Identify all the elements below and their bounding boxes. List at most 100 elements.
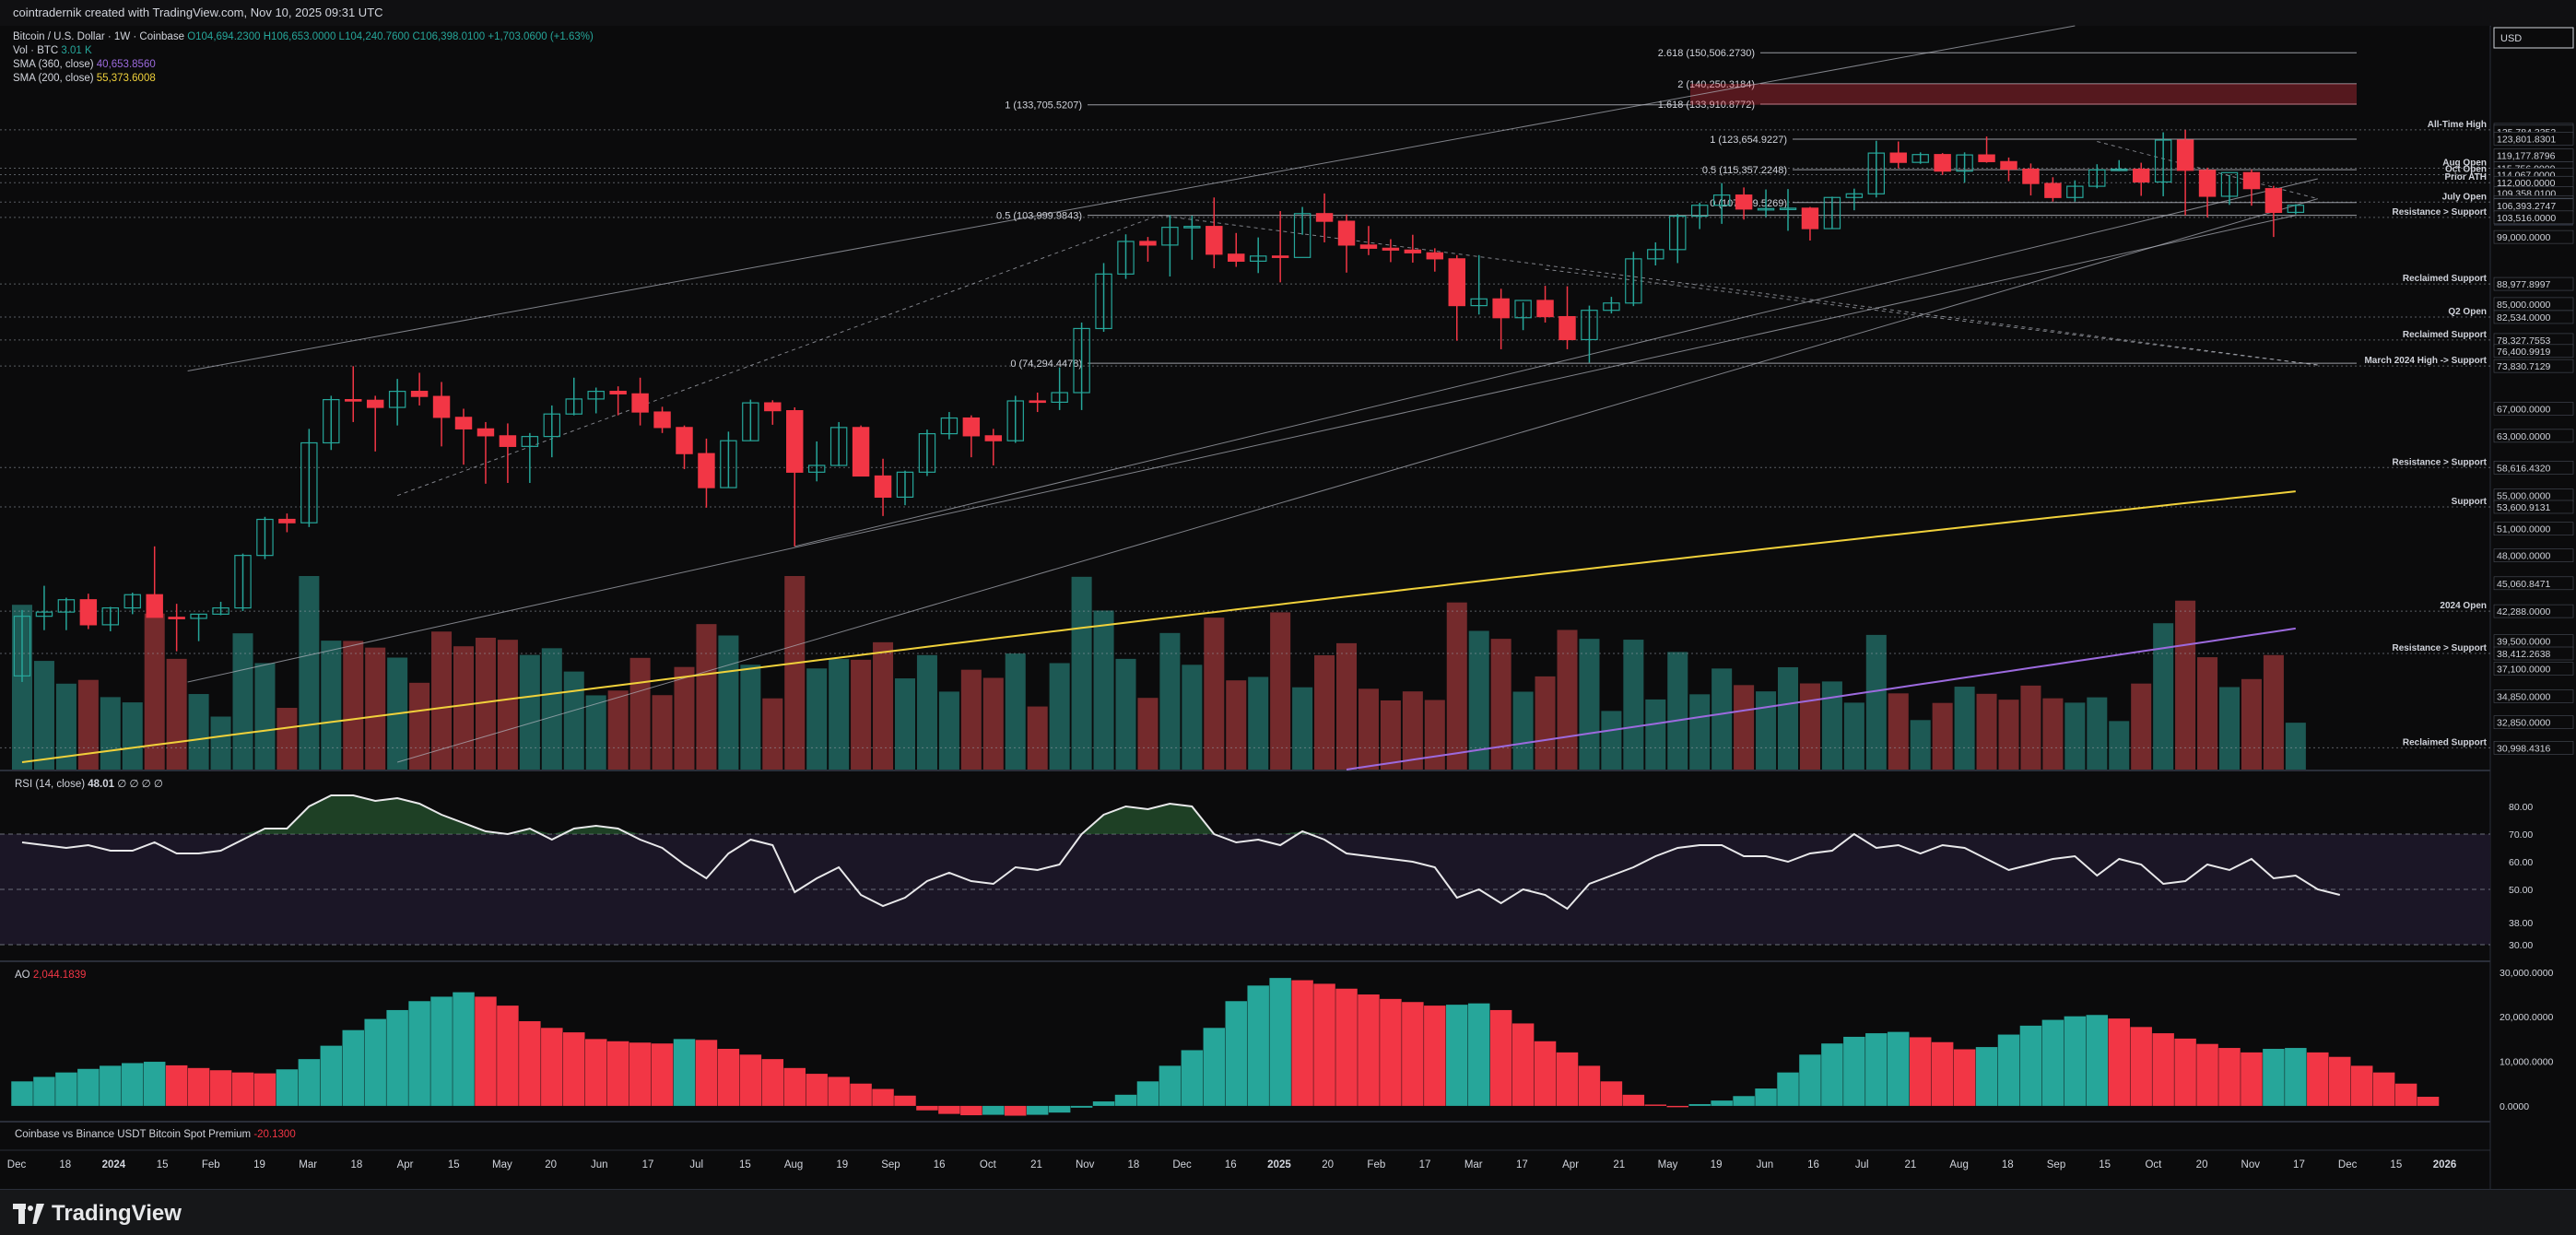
time-tick-label: Dec (1172, 1159, 1192, 1170)
ao-bar (77, 1068, 100, 1106)
time-tick-label: 20 (2196, 1159, 2208, 1170)
volume-bar (2175, 600, 2196, 770)
price-tick-label: 99,000.0000 (2497, 232, 2551, 243)
ao-bar (1092, 1101, 1115, 1106)
fib-levels: 2.618 (150,506.2730)2 (140,250.3184)1.61… (996, 48, 2357, 370)
volume-bar (1888, 693, 1909, 770)
ao-bar (872, 1088, 894, 1106)
ao-label[interactable]: AO (15, 970, 30, 981)
ao-bar (1821, 1043, 1843, 1106)
ao-legend[interactable]: AO 2,044.1839 (15, 969, 86, 982)
ao-bar (1446, 1005, 1468, 1106)
price-tag (2493, 576, 2574, 591)
candle-body (2000, 160, 2017, 171)
price-tick-label: 123,801.8301 (2497, 134, 2556, 145)
price-tick-label: 82,534.0000 (2497, 312, 2551, 323)
candle-body (1647, 249, 1664, 260)
ao-bar (651, 1043, 674, 1106)
symbol-label[interactable]: Bitcoin / U.S. Dollar · 1W · Coinbase (13, 31, 184, 42)
volume-label[interactable]: Vol · BTC (13, 45, 59, 56)
candle-body (101, 607, 120, 626)
sma360-label[interactable]: SMA (360, close) (13, 59, 94, 70)
candle-body (1359, 244, 1378, 249)
candle (1978, 136, 1995, 163)
price-tick-label: 39,500.0000 (2497, 637, 2551, 648)
ao-bar (1578, 1065, 1601, 1106)
candle-body (631, 393, 649, 413)
time-tick-label: 17 (1419, 1159, 1431, 1170)
candle (764, 400, 782, 425)
candle (653, 406, 671, 433)
candle-body (1183, 226, 1201, 229)
candle (1359, 226, 1378, 255)
candle (13, 609, 31, 682)
candle-body (1603, 302, 1620, 312)
rsi-legend[interactable]: RSI (14, close) 48.01 ∅ ∅ ∅ ∅ (15, 778, 163, 792)
candle-body (1934, 154, 1951, 172)
sma200-label[interactable]: SMA (200, close) (13, 73, 94, 84)
ao-bar (2108, 1018, 2130, 1106)
rsi-label[interactable]: RSI (14, close) (15, 779, 86, 790)
ao-bar (1467, 1003, 1490, 1106)
price-tick-label: 51,000.0000 (2497, 524, 2551, 535)
volume-bar (1843, 702, 1864, 770)
candle (676, 425, 693, 470)
candle (1690, 203, 1709, 229)
ao-bar (364, 1018, 386, 1106)
candle-body (1448, 258, 1465, 307)
volume-bar (11, 605, 33, 770)
candle (1801, 206, 1819, 241)
price-tick-label: 38,412.2638 (2497, 649, 2551, 660)
candle-body (1978, 154, 1995, 162)
volume-bar (122, 702, 143, 770)
rsi-pane (0, 794, 2490, 946)
candle-body (1029, 400, 1046, 404)
time-tick-label: 18 (1127, 1159, 1139, 1170)
rsi-extra: ∅ ∅ ∅ ∅ (117, 779, 163, 790)
volume-bar (100, 697, 121, 770)
candle-body (35, 611, 53, 618)
sma360-value: 40,653.8560 (96, 59, 156, 70)
ao-bar (2394, 1083, 2417, 1106)
volume-bar (1005, 653, 1026, 770)
time-tick-label: 2024 (102, 1159, 126, 1170)
candle-body (79, 599, 98, 626)
candle-body (2132, 168, 2150, 182)
ao-tick-label: 30,000.0000 (2500, 968, 2554, 979)
price-tag (2493, 548, 2574, 562)
ao-bar (386, 1009, 408, 1106)
volume-bar (166, 658, 187, 770)
time-tick-label: 19 (836, 1159, 848, 1170)
candle-body (1581, 310, 1598, 341)
channel-lower-line (187, 215, 2296, 683)
candle (918, 429, 936, 476)
grid-layer (0, 26, 2491, 1189)
candle-body (698, 453, 715, 488)
ao-bar (1159, 1065, 1182, 1106)
main-legend[interactable]: Bitcoin / U.S. Dollar · 1W · Coinbase O1… (13, 30, 594, 86)
volume-bar (1998, 700, 2019, 770)
volume-bar (1159, 632, 1181, 770)
ao-bar (1843, 1036, 1865, 1106)
candle-body (57, 599, 76, 613)
candle (323, 395, 340, 451)
tradingview-logo[interactable]: TradingView (13, 1201, 182, 1227)
volume-bar (1226, 680, 1247, 770)
time-tick-label: 18 (59, 1159, 71, 1170)
price-tag (2493, 604, 2574, 618)
premium-legend[interactable]: Coinbase vs Binance USDT Bitcoin Spot Pr… (15, 1128, 296, 1142)
volume-bar (2197, 657, 2218, 770)
price-tag (2493, 500, 2574, 514)
volume-bar (1734, 685, 1755, 770)
ao-bar (1511, 1023, 1535, 1106)
price-tick-label: 42,288.0000 (2497, 606, 2551, 618)
premium-label[interactable]: Coinbase vs Binance USDT Bitcoin Spot Pr… (15, 1129, 252, 1140)
time-tick-label: 18 (2002, 1159, 2014, 1170)
candle (1823, 196, 1841, 229)
ao-bar (1777, 1072, 1799, 1106)
candle-body (1911, 154, 1929, 163)
candle (79, 594, 98, 629)
candle (565, 377, 582, 416)
price-tag (2493, 229, 2574, 244)
